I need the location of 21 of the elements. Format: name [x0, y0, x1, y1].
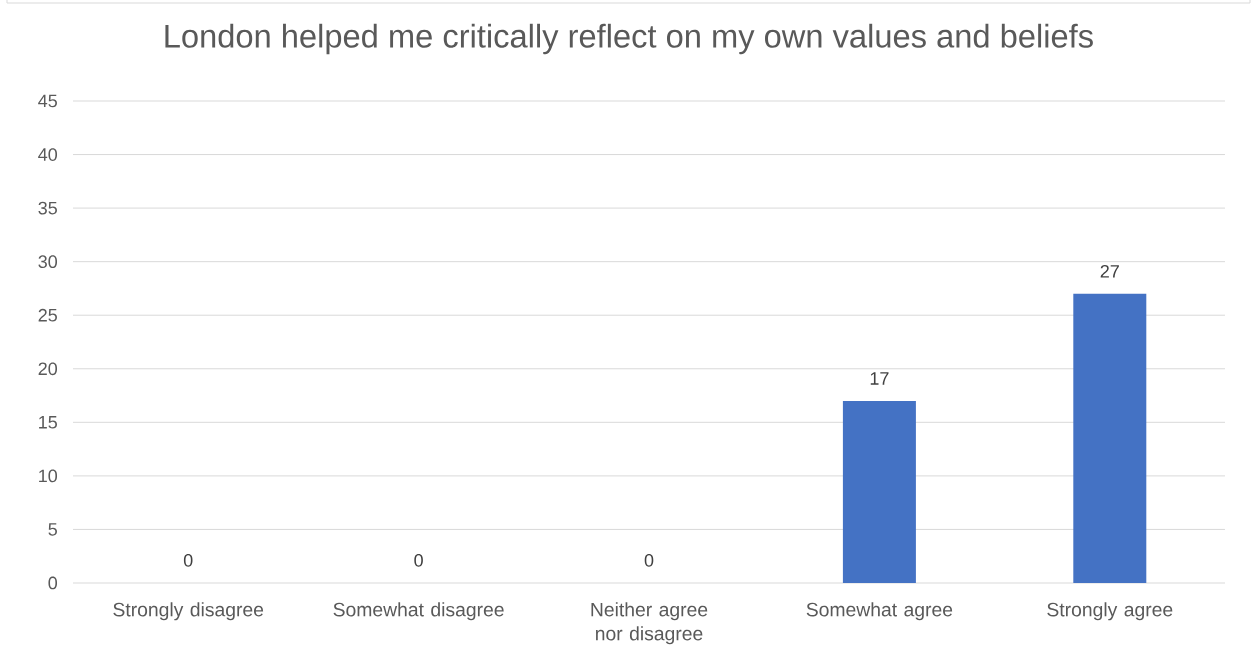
x-tick-label: Somewhat agree	[806, 602, 953, 621]
y-tick-label: 40	[38, 148, 58, 161]
y-tick-label: 5	[48, 523, 57, 536]
y-tick-label: 20	[38, 362, 58, 376]
chart-title: London helped me critically reflect on my own values and beliefs	[165, 23, 1093, 55]
y-tick-label: 10	[39, 469, 58, 483]
x-tick-label: Neither agree nor disagree	[591, 602, 708, 645]
data-label: 0	[414, 553, 423, 567]
y-tick-label: 25	[38, 308, 57, 322]
data-label: 27	[1100, 264, 1119, 278]
y-tick-label: 45	[38, 94, 57, 108]
data-label: 0	[183, 553, 193, 567]
y-tick-label: 35	[38, 201, 57, 215]
x-tick-label: Strongly agree	[1047, 602, 1173, 621]
y-tick-label: 30	[38, 255, 58, 269]
x-tick-label: Somewhat disagree	[333, 602, 504, 621]
x-tick-label: Strongly disagree	[113, 602, 264, 621]
data-label: 0	[644, 553, 654, 567]
data-label: 17	[870, 372, 889, 385]
y-tick-label: 0	[48, 576, 58, 590]
y-tick-label: 15	[39, 416, 57, 429]
